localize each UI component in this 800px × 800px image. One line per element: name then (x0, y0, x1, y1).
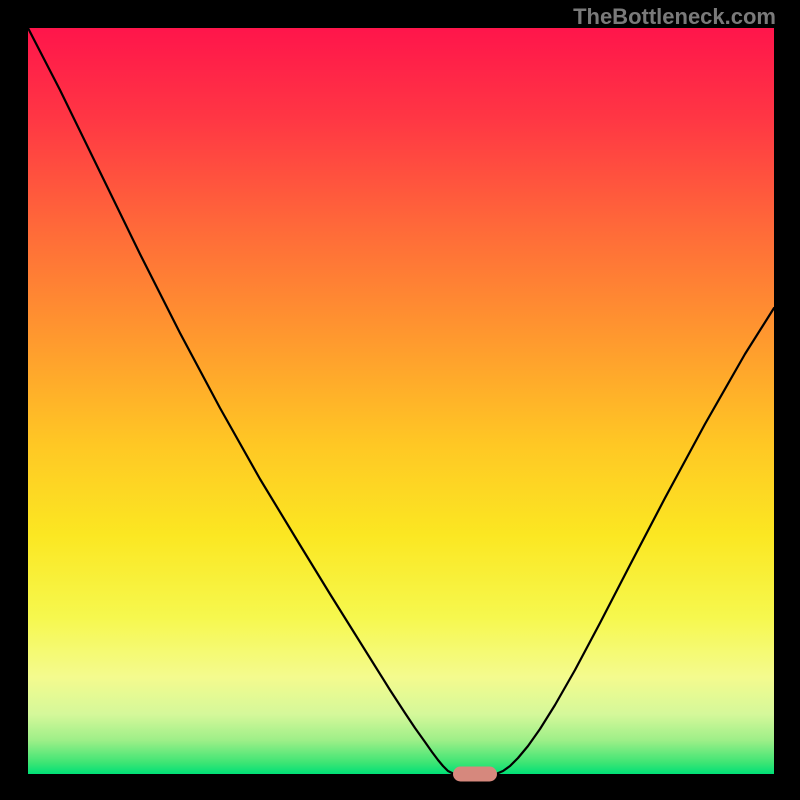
bottleneck-chart: TheBottleneck.com (0, 0, 800, 800)
optimal-point-marker (0, 0, 800, 800)
